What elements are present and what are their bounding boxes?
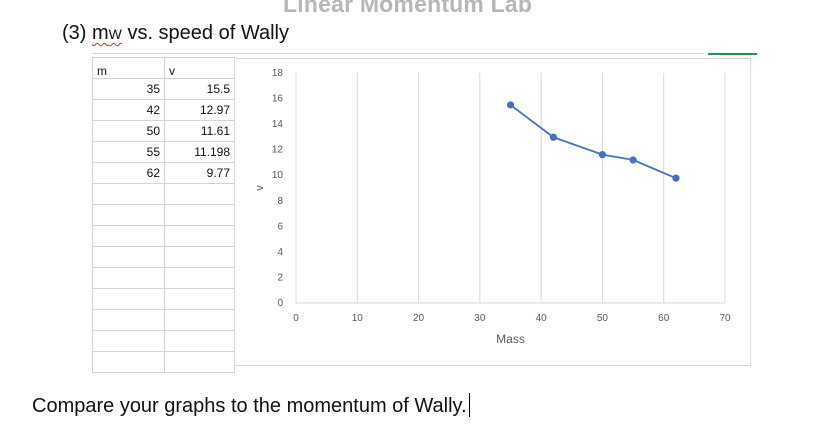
- prompt-text: Compare your graphs to the momentum of W…: [32, 395, 467, 417]
- sheet-empty-cell[interactable]: [92, 351, 165, 373]
- sheet-top-border: [92, 53, 704, 54]
- section-title: (3) mW vs. speed of Wally: [62, 22, 289, 45]
- sheet-empty-cell[interactable]: [92, 204, 165, 226]
- x-tick-label: 40: [536, 313, 548, 324]
- y-tick-label: 18: [272, 68, 284, 79]
- sheet-empty-cell[interactable]: [92, 309, 165, 331]
- data-point: [506, 101, 515, 109]
- section-title-subscript: W: [108, 26, 122, 42]
- data-point: [598, 151, 607, 159]
- y-tick-label: 6: [277, 221, 283, 232]
- y-tick-label: 0: [277, 298, 283, 309]
- sheet-empty-row: [92, 267, 235, 289]
- x-tick-label: 0: [293, 313, 299, 324]
- x-tick-label: 70: [719, 313, 731, 324]
- y-tick-label: 4: [277, 247, 283, 258]
- y-tick-label: 10: [272, 170, 284, 181]
- sheet-empty-cell[interactable]: [164, 246, 235, 268]
- x-tick-label: 30: [474, 313, 486, 324]
- data-point: [672, 174, 680, 182]
- sheet-cell[interactable]: 12.97: [164, 99, 235, 121]
- sheet-empty-cell[interactable]: [92, 225, 165, 247]
- sheet-empty-row: [92, 288, 235, 310]
- sheet-cell[interactable]: 42: [92, 99, 165, 121]
- y-tick-label: 8: [277, 196, 283, 207]
- x-tick-label: 10: [352, 313, 364, 324]
- sheet-empty-row: [92, 351, 235, 373]
- sheet-header-m[interactable]: m: [92, 57, 165, 79]
- sheet-empty-cell[interactable]: [92, 183, 165, 205]
- x-tick-label: 20: [413, 313, 425, 324]
- y-tick-label: 16: [272, 94, 284, 105]
- sheet-empty-cell[interactable]: [164, 330, 235, 352]
- document-heading: Linear Momentum Lab: [283, 0, 533, 17]
- sheet-empty-cell[interactable]: [164, 351, 235, 373]
- sheet-empty-cell[interactable]: [92, 267, 165, 289]
- data-sheet[interactable]: m v 35 15.5 42 12.97 50 11.61 55 11.198 62 9.77: [92, 57, 235, 373]
- sheet-empty-row: [92, 330, 235, 352]
- sheet-empty-cell[interactable]: [92, 330, 165, 352]
- section-title-prefix: (3): [62, 22, 92, 44]
- sheet-cell[interactable]: 9.77: [164, 162, 235, 184]
- sheet-empty-cell[interactable]: [164, 288, 235, 310]
- sheet-cell[interactable]: 11.198: [164, 141, 235, 163]
- sheet-empty-cell[interactable]: [164, 204, 235, 226]
- sheet-row: 55 11.198: [92, 141, 235, 163]
- sheet-empty-cell[interactable]: [164, 267, 235, 289]
- series-line: [509, 104, 677, 179]
- x-tick-label: 50: [597, 313, 609, 324]
- data-point: [549, 133, 557, 141]
- sheet-empty-row: [92, 204, 235, 226]
- spellcheck-underlined-word[interactable]: mW: [92, 22, 122, 44]
- y-tick-label: 12: [272, 145, 284, 156]
- sheet-empty-row: [92, 225, 235, 247]
- sheet-empty-row: [92, 246, 235, 268]
- sheet-empty-cell[interactable]: [164, 309, 235, 331]
- sheet-header-v[interactable]: v: [164, 57, 235, 79]
- sheet-empty-cell[interactable]: [164, 183, 235, 205]
- sheet-empty-row: [92, 183, 235, 205]
- section-title-m: m: [92, 22, 109, 44]
- sheet-empty-row: [92, 309, 235, 331]
- text-cursor: [468, 393, 470, 417]
- sheet-row: 42 12.97: [92, 99, 235, 121]
- sheet-row: 50 11.61: [92, 120, 235, 142]
- sheet-cell[interactable]: 35: [92, 78, 165, 100]
- sheet-empty-cell[interactable]: [92, 246, 165, 268]
- y-tick-label: 2: [277, 272, 283, 283]
- document-body-text[interactable]: Compare your graphs to the momentum of W…: [32, 393, 470, 418]
- chart-svg: 0 2 4 6 8 10 12 14 16 18 0 10 20 30 40 50 60 70 Mass v: [254, 68, 731, 346]
- sheet-cell[interactable]: 50: [92, 120, 165, 142]
- sheet-cell[interactable]: 55: [92, 141, 165, 163]
- data-point: [629, 156, 637, 164]
- sheet-cell[interactable]: 15.5: [164, 78, 235, 100]
- sheet-empty-cell[interactable]: [164, 225, 235, 247]
- y-tick-label: 14: [272, 119, 284, 130]
- sheet-row: 35 15.5: [92, 78, 235, 100]
- x-tick-label: 60: [658, 313, 670, 324]
- selection-indicator-line: [708, 53, 757, 55]
- section-title-suffix: vs. speed of Wally: [121, 22, 289, 44]
- x-axis-title: Mass: [496, 332, 525, 346]
- sheet-empty-cell[interactable]: [92, 288, 165, 310]
- sheet-cell[interactable]: 11.61: [164, 120, 235, 142]
- chart[interactable]: 0 2 4 6 8 10 12 14 16 18 0 10 20 30 40 50 60 70 Mass v: [234, 58, 751, 366]
- y-axis-title: v: [254, 185, 266, 191]
- sheet-cell[interactable]: 62: [92, 162, 165, 184]
- sheet-row: 62 9.77: [92, 162, 235, 184]
